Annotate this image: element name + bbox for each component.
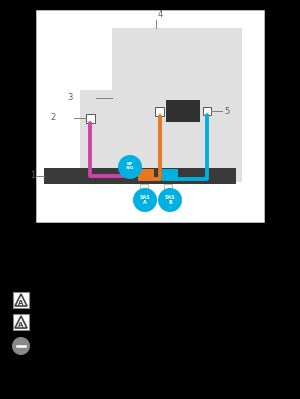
Bar	[140, 184, 148, 189]
Text: BP
SIG: BP SIG	[126, 162, 134, 170]
Circle shape	[118, 155, 142, 179]
Bar	[13, 314, 29, 330]
Bar	[80, 90, 242, 182]
Text: 1: 1	[30, 172, 35, 180]
Text: 2: 2	[51, 113, 56, 122]
Bar	[164, 184, 172, 189]
Text: A: A	[18, 300, 24, 306]
Bar	[203, 107, 211, 115]
Bar	[13, 292, 29, 308]
Text: SAS
A: SAS A	[140, 195, 150, 205]
Text: 5: 5	[224, 107, 229, 115]
Bar	[112, 28, 242, 110]
Bar	[155, 107, 164, 116]
Bar	[86, 114, 95, 123]
Bar	[162, 169, 178, 181]
Text: 3: 3	[68, 93, 73, 101]
Bar	[166, 100, 200, 122]
Text: 4: 4	[158, 10, 163, 19]
Circle shape	[12, 337, 30, 355]
Bar	[44, 168, 236, 184]
Circle shape	[158, 188, 182, 212]
Text: SAS
B: SAS B	[165, 195, 176, 205]
Bar	[138, 169, 154, 181]
Text: A: A	[18, 322, 24, 328]
Circle shape	[133, 188, 157, 212]
Bar	[36, 10, 264, 222]
